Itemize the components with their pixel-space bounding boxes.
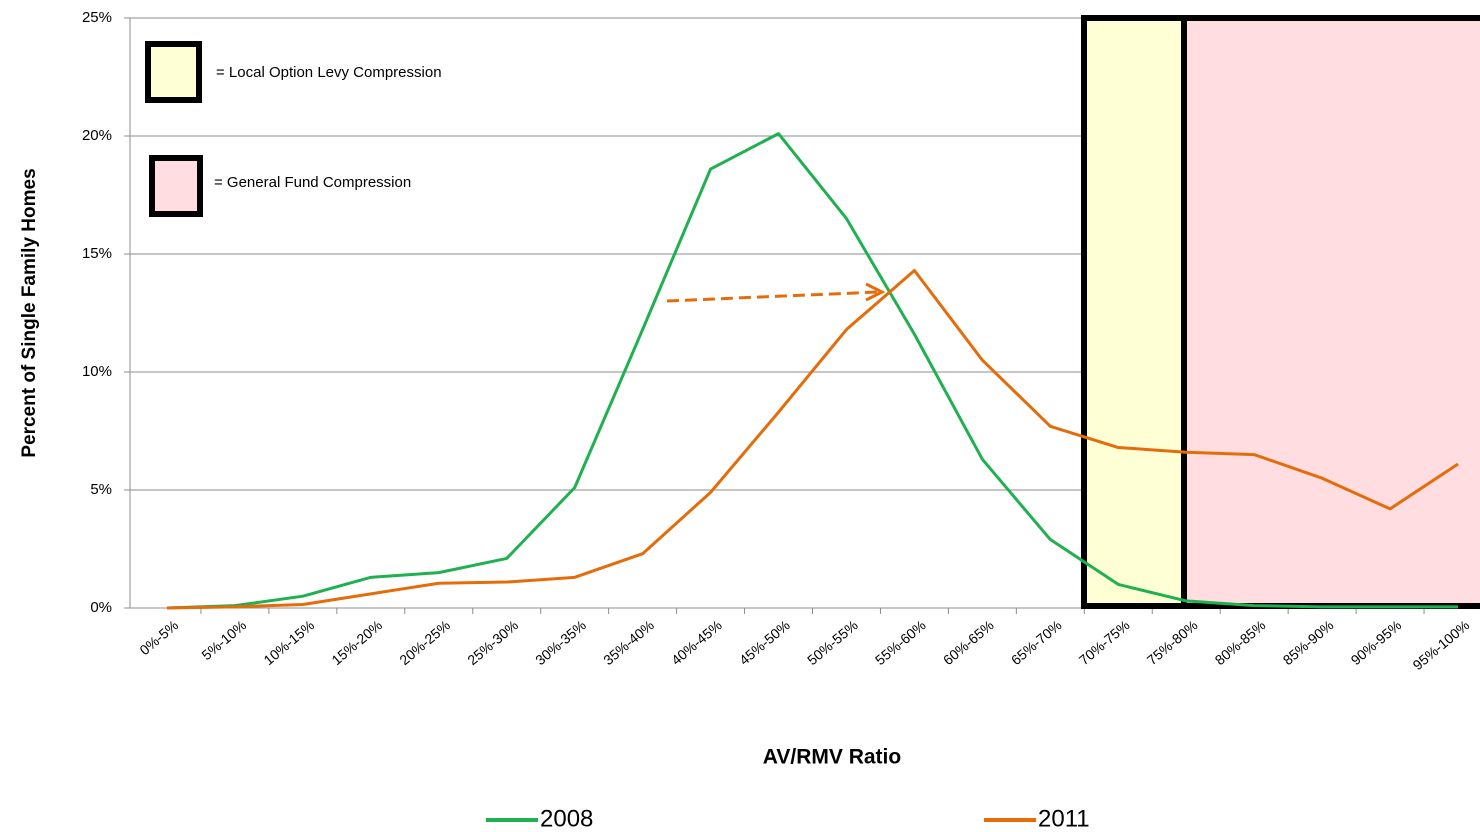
x-tick-label: 95%-100%	[1410, 617, 1473, 673]
annotation: = Local Option Levy Compression	[216, 64, 442, 81]
y-tick-label: 10%	[82, 363, 112, 380]
levy-zone	[1081, 15, 1187, 609]
fund-swatch	[149, 155, 203, 217]
x-tick-label: 10%-15%	[260, 617, 317, 668]
x-tick-label: 60%-65%	[940, 617, 997, 668]
levy-swatch	[145, 41, 202, 103]
series-line	[166, 132, 1459, 610]
legend-label: 2008	[540, 805, 593, 832]
x-tick-label: 45%-50%	[736, 617, 793, 668]
x-tick-label: 80%-85%	[1212, 617, 1269, 668]
y-tick-label: 5%	[90, 481, 112, 498]
y-axis-title: Percent of Single Family Homes	[19, 168, 40, 457]
arrow-head	[865, 282, 886, 302]
x-axis-title: AV/RMV Ratio	[763, 746, 901, 769]
x-tick-label: 90%-95%	[1348, 617, 1405, 668]
x-tick-label: 70%-75%	[1076, 617, 1133, 668]
x-tick-label: 0%-5%	[136, 617, 181, 658]
x-tick-label: 65%-70%	[1008, 617, 1065, 668]
y-tick-label: 20%	[82, 127, 112, 144]
x-tick-label: 85%-90%	[1280, 617, 1337, 668]
x-tick-label: 75%-80%	[1144, 617, 1201, 668]
x-tick-label: 20%-25%	[396, 617, 453, 668]
x-tick-label: 25%-30%	[464, 617, 521, 668]
x-tick-label: 30%-35%	[532, 617, 589, 668]
x-tick-label: 35%-40%	[600, 617, 657, 668]
shift-arrow	[666, 290, 879, 303]
y-tick-label: 25%	[82, 9, 112, 26]
y-tick-label: 0%	[90, 599, 112, 616]
legend-label: 2011	[1038, 805, 1090, 832]
x-tick-label: 15%-20%	[328, 617, 385, 668]
annotation: = General Fund Compression	[214, 174, 411, 191]
x-tick-label: 5%-10%	[198, 617, 249, 663]
general-fund-zone	[1181, 15, 1480, 609]
y-tick-label: 15%	[82, 245, 112, 262]
x-tick-label: 50%-55%	[804, 617, 861, 668]
x-tick-label: 55%-60%	[872, 617, 929, 668]
series-line	[166, 269, 1459, 610]
x-tick-label: 40%-45%	[668, 617, 725, 668]
